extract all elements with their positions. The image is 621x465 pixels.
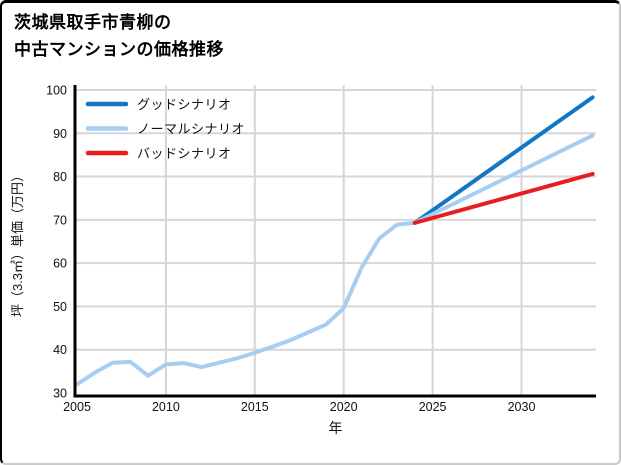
x-axis-label: 年 [329, 420, 343, 436]
legend-label-2: バッドシナリオ [137, 146, 232, 161]
x-tick-label: 2020 [330, 400, 358, 414]
y-tick-label: 30 [53, 387, 67, 401]
y-tick-label: 70 [53, 213, 67, 227]
y-tick-label: 60 [53, 257, 67, 271]
y-tick-label: 50 [53, 300, 67, 314]
x-tick-label: 2030 [508, 400, 536, 414]
legend-label-0: グッドシナリオ [137, 97, 232, 112]
chart-title-line2: 中古マンションの価格推移 [14, 40, 224, 59]
legend-label-1: ノーマルシナリオ [137, 121, 245, 136]
price-trend-chart: 30 40 50 60 70 80 90 100 2005 2010 2015 2020 2025 203… [10, 83, 596, 436]
y-axis-label: 坪（3.3㎡）単価（万円） [10, 169, 25, 317]
x-tick-label: 2005 [63, 400, 91, 414]
x-tick-label: 2025 [419, 400, 447, 414]
series-line-0 [75, 220, 417, 387]
x-tick-label: 2015 [241, 400, 269, 414]
y-tick-label: 40 [53, 343, 67, 357]
y-tick-label: 80 [53, 170, 67, 184]
x-tick-label: 2010 [152, 400, 180, 414]
series-line-3 [412, 171, 595, 225]
chart-title: 茨城県取手市青柳の 中古マンションの価格推移 [14, 9, 224, 63]
series-line-2 [412, 133, 595, 225]
y-tick-label: 100 [46, 83, 67, 97]
chart-title-line1: 茨城県取手市青柳の [14, 13, 172, 32]
y-tick-label: 90 [53, 127, 67, 141]
series-line-1 [412, 95, 595, 225]
